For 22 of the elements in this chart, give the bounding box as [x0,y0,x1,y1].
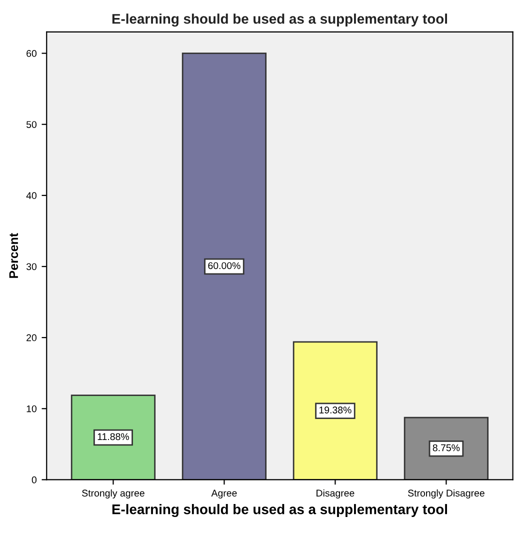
data-label: 11.88% [98,433,130,440]
x-tick-label: Strongly Disagree [408,489,484,498]
x-axis-title: E-learning should be used as a supplementary tool [112,504,447,518]
data-label: 19.38% [319,406,352,414]
bar [292,341,378,480]
data-label: 60.00% [208,262,240,270]
x-tick-label: Strongly agree [82,489,144,498]
y-axis-title: Percent [9,233,18,278]
y-tick-label: 50 [26,121,37,128]
x-tick-label: Agree [211,490,237,498]
y-tick-label: 0 [32,476,37,484]
y-tick-label: 30 [26,263,37,270]
data-label: 8.75% [432,444,460,452]
x-tick-label: Disagree [316,489,354,498]
y-tick-label: 10 [26,405,37,412]
chart-title: E-learning should be used as a supplementary tool [112,14,447,27]
bar [182,52,267,480]
bar [404,416,489,480]
y-tick-label: 40 [26,192,37,200]
bar [70,394,156,480]
y-tick-label: 20 [26,334,37,342]
y-tick-label: 60 [26,50,37,57]
